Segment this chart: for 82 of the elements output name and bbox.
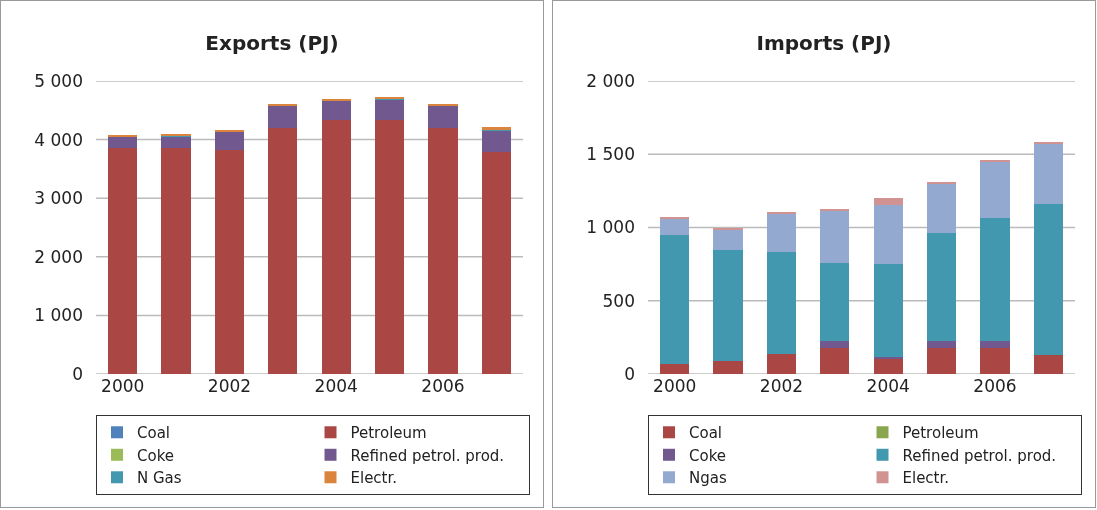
bar <box>820 348 850 374</box>
bar <box>713 361 743 374</box>
x-tick-label: 2004 <box>866 376 910 396</box>
bar <box>873 197 903 205</box>
bar <box>873 358 903 374</box>
bar <box>980 341 1010 348</box>
bar <box>374 99 405 121</box>
bar <box>660 234 690 365</box>
bar <box>268 127 298 374</box>
bar <box>1033 354 1063 374</box>
bar <box>108 134 138 137</box>
bar <box>926 341 957 349</box>
chart-title: Imports (PJ) <box>756 31 892 56</box>
chart-title: Exports (PJ) <box>205 31 339 56</box>
legend-label: Coal <box>137 424 171 443</box>
bar <box>926 348 957 374</box>
x-tick-label: 2006 <box>973 376 1017 396</box>
y-tick-label: 5 000 <box>34 70 83 91</box>
bar <box>766 211 797 214</box>
legend-label: Coal <box>689 424 723 443</box>
bar <box>481 152 511 374</box>
y-tick-label: 3 000 <box>34 188 83 209</box>
bar <box>873 204 903 265</box>
bar <box>873 264 903 357</box>
y-tick-label: 0 <box>72 363 83 384</box>
y-tick-label: 0 <box>624 363 635 384</box>
bar <box>820 263 850 342</box>
y-tick-label: 2 000 <box>586 70 635 91</box>
x-tick-label: 2006 <box>421 376 465 396</box>
legend-label: Coke <box>689 446 727 465</box>
legend-label: Electr. <box>350 469 398 488</box>
bar <box>766 213 797 252</box>
bar <box>428 127 458 374</box>
bar <box>820 210 850 264</box>
bar <box>161 148 191 374</box>
legend-label: N Gas <box>137 469 182 488</box>
legend-label: Petroleum <box>902 424 979 443</box>
x-tick-label: 2002 <box>759 376 804 396</box>
bar <box>428 105 458 128</box>
bar <box>428 103 458 106</box>
x-tick-label: 2002 <box>207 376 252 396</box>
bar <box>713 227 743 230</box>
bar <box>926 233 957 342</box>
legend-label: Ngas <box>689 469 727 488</box>
bar <box>268 103 298 106</box>
bar <box>766 354 797 374</box>
bar <box>713 250 743 362</box>
y-tick-label: 500 <box>602 290 635 311</box>
x-tick-label: 2000 <box>653 376 697 396</box>
bar <box>161 136 191 149</box>
bar <box>108 148 138 374</box>
legend-label: Coke <box>137 446 175 465</box>
bar <box>1033 204 1063 355</box>
y-tick-label: 1 500 <box>586 144 635 165</box>
bar <box>1033 143 1063 205</box>
bar <box>660 219 690 235</box>
y-tick-label: 1 000 <box>586 217 635 238</box>
legend-label: Electr. <box>902 469 950 488</box>
x-tick-label: 2004 <box>314 376 358 396</box>
bar <box>713 229 743 251</box>
bar <box>321 100 351 121</box>
legend-label: Petroleum <box>350 424 427 443</box>
bar <box>980 217 1010 342</box>
y-tick-label: 4 000 <box>34 129 83 150</box>
legend-label: Refined petrol. prod. <box>902 446 1057 465</box>
bar <box>321 120 351 374</box>
bar <box>481 130 511 153</box>
bar <box>660 364 690 374</box>
bar <box>980 347 1010 374</box>
bar <box>926 183 957 234</box>
bar <box>766 251 797 355</box>
bar <box>268 105 298 128</box>
bar <box>980 161 1010 218</box>
legend-label: Refined petrol. prod. <box>350 446 505 465</box>
bar <box>214 131 245 150</box>
y-tick-label: 1 000 <box>34 305 83 326</box>
x-tick-label: 2000 <box>101 376 145 396</box>
y-tick-label: 2 000 <box>34 246 83 267</box>
bar <box>214 149 245 374</box>
bar <box>374 120 405 374</box>
bar <box>108 136 138 149</box>
bar <box>820 341 850 349</box>
